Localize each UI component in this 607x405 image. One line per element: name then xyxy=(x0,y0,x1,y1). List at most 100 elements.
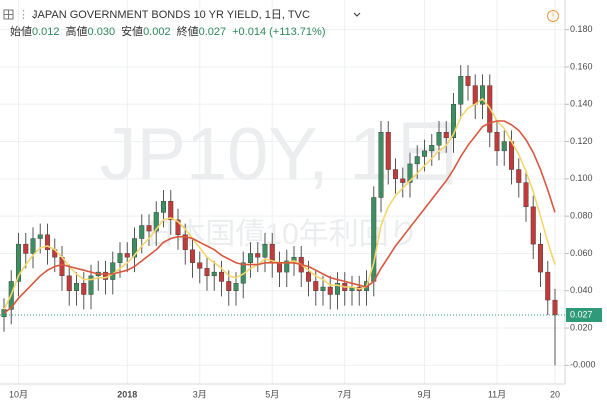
y-tick-label: 0.060 xyxy=(570,248,593,258)
y-tick-label: 0.040 xyxy=(570,285,593,295)
candle-body xyxy=(443,132,449,139)
candle-body xyxy=(451,104,457,139)
candle-body xyxy=(131,238,137,258)
candle-body xyxy=(545,271,551,301)
candle-body xyxy=(429,145,435,152)
candle-body xyxy=(81,283,87,295)
candle-body xyxy=(501,141,507,152)
candle-body xyxy=(16,243,22,282)
x-tick-label: 11月 xyxy=(488,389,506,399)
candle-body xyxy=(378,132,384,198)
legend: 始値 0.012 高値 0.030 安値 0.002 終値 0.027 +0.014 (+113… xyxy=(10,24,326,38)
candle-body xyxy=(436,132,442,146)
y-tick-label: 0.100 xyxy=(570,173,593,183)
candle-body xyxy=(400,178,406,183)
x-tick-label: 2018 xyxy=(117,389,137,399)
candle-body xyxy=(146,225,152,232)
x-tick-label: 10月 xyxy=(9,389,28,399)
candle-body xyxy=(37,234,43,239)
candle-body xyxy=(530,206,536,245)
candle-body xyxy=(414,156,420,165)
moving-average-line xyxy=(3,120,556,314)
candle-body xyxy=(218,271,224,282)
x-tick-label: 7月 xyxy=(338,389,352,399)
alert-icon-mark: ! xyxy=(552,12,554,21)
candle-body xyxy=(255,253,261,258)
y-tick-label: 0.120 xyxy=(570,136,593,146)
x-tick-label: 3月 xyxy=(193,389,207,399)
candle-body xyxy=(458,76,464,105)
y-tick-label: 0.160 xyxy=(570,61,593,71)
last-price-tag xyxy=(566,307,602,322)
legend-value: 0.027 xyxy=(199,26,227,38)
x-tick-label: 5月 xyxy=(265,389,279,399)
legend-label: 終値 xyxy=(177,24,199,38)
legend-label: 高値 xyxy=(66,24,88,38)
candle-body xyxy=(88,275,94,295)
candle-body xyxy=(247,253,253,263)
legend-value: 0.030 xyxy=(88,26,116,38)
candle-body xyxy=(160,201,166,213)
candle-body xyxy=(110,262,116,280)
legend-label: 始値 xyxy=(10,24,32,38)
candle-body xyxy=(538,243,544,273)
candle-body xyxy=(523,182,529,208)
candle-body xyxy=(226,281,232,291)
y-tick-label: 0.020 xyxy=(570,322,593,332)
chart-title: JAPAN GOVERNMENT BONDS 10 YR YIELD, 1日, … xyxy=(32,9,310,21)
candle-body xyxy=(66,275,72,291)
y-tick-label: 0.080 xyxy=(570,211,593,221)
candle-body xyxy=(1,309,7,318)
candle-body xyxy=(320,286,326,291)
candle-body xyxy=(472,85,478,105)
legend-value: 0.012 xyxy=(32,26,60,38)
candle-body xyxy=(393,169,399,180)
legend-label: 安値 xyxy=(121,24,143,38)
candle-body xyxy=(422,150,428,157)
candle-body xyxy=(168,201,174,221)
candle-body xyxy=(277,262,283,273)
candle-body xyxy=(335,283,341,295)
legend-value: 0.002 xyxy=(143,26,171,38)
candle-body xyxy=(480,85,486,105)
candle-body xyxy=(124,253,130,258)
candle-body xyxy=(516,169,522,183)
candle-body xyxy=(552,299,558,316)
grid xyxy=(0,0,565,384)
x-tick-label: 20 xyxy=(550,389,560,399)
candle-body xyxy=(262,243,268,258)
candle-body xyxy=(233,283,239,291)
dropdown-icon[interactable] xyxy=(353,12,361,17)
candle-body xyxy=(284,260,290,273)
candle-body xyxy=(494,132,500,152)
last-price-label: 0.027 xyxy=(570,309,593,319)
candle-body xyxy=(117,253,123,263)
candle-body xyxy=(197,262,203,269)
plot-area xyxy=(1,65,558,366)
candle-body xyxy=(313,281,319,291)
candle-body xyxy=(465,76,471,86)
candle-body xyxy=(45,234,51,250)
y-tick-label: -0.000 xyxy=(570,360,596,370)
candle-body xyxy=(73,283,79,291)
candle-body xyxy=(153,212,159,232)
candle-body xyxy=(204,268,210,277)
alert-icon[interactable] xyxy=(547,10,559,22)
candle-body xyxy=(327,286,333,295)
x-tick-label: 9月 xyxy=(417,389,431,399)
candle-body xyxy=(211,271,217,277)
candle-body xyxy=(189,249,195,263)
candle-body xyxy=(139,225,145,239)
legend-change: +0.014 (+113.71%) xyxy=(232,26,325,38)
candle-body xyxy=(182,234,188,250)
handle-icon: ⋮⋮ xyxy=(18,9,40,21)
candle-body xyxy=(385,132,391,170)
candle-body xyxy=(306,271,312,282)
candle-body xyxy=(30,238,36,254)
candle-body xyxy=(407,163,413,183)
y-tick-label: 0.140 xyxy=(570,99,593,109)
candle-body xyxy=(23,243,29,254)
candle-body xyxy=(175,219,181,236)
